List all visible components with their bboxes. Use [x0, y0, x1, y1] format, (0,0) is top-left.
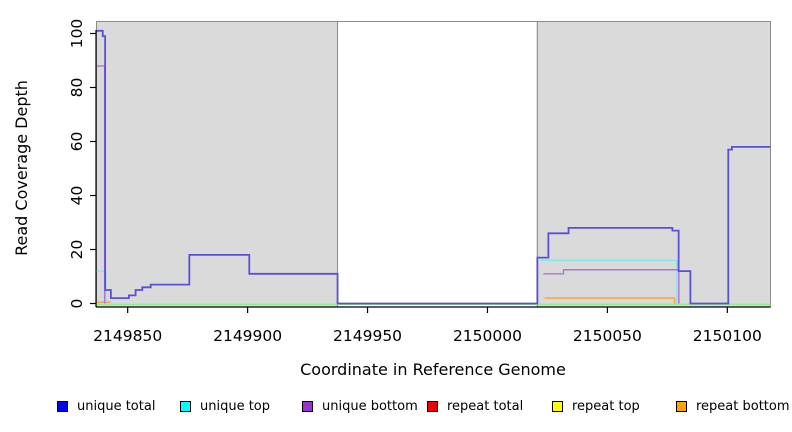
y-tick-label: 20 [68, 240, 86, 260]
legend-label-unique-top: unique top [200, 398, 271, 414]
white-gap-region [337, 21, 538, 308]
legend-swatch-repeat-top [552, 400, 563, 412]
x-tick-label: 2149850 [93, 327, 162, 345]
legend-item-unique-total: unique total [57, 398, 155, 414]
x-tick-label: 2149900 [213, 327, 282, 345]
legend-item-unique-bottom: unique bottom [302, 398, 418, 414]
y-axis-title: Read Coverage Depth [12, 80, 31, 256]
series-unique-total [96, 29, 771, 305]
legend-item-repeat-top: repeat top [552, 398, 640, 414]
y-tick-label: 100 [68, 19, 86, 49]
y-tick-label: 80 [68, 78, 86, 98]
legend-label-repeat-top: repeat top [572, 398, 640, 414]
legend-label-repeat-total: repeat total [447, 398, 524, 414]
legend-label-unique-bottom: unique bottom [322, 398, 418, 414]
legend-swatch-unique-bottom [302, 400, 313, 412]
chart-legend: unique total unique top unique bottom re… [0, 398, 792, 418]
series-repeat-bottom [96, 297, 676, 304]
shaded-region [96, 21, 339, 308]
x-tick-label: 2150000 [453, 327, 522, 345]
legend-swatch-unique-total [57, 400, 68, 412]
legend-swatch-repeat-total [427, 400, 438, 412]
shaded-region [536, 21, 771, 308]
legend-label-unique-total: unique total [77, 398, 156, 414]
legend-item-repeat-bottom: repeat bottom [676, 398, 790, 414]
x-tick-label: 2150050 [573, 327, 642, 345]
y-tick-label: 60 [68, 132, 86, 152]
x-axis-title: Coordinate in Reference Genome [300, 360, 566, 379]
legend-swatch-repeat-bottom [676, 400, 687, 412]
legend-item-unique-top: unique top [180, 398, 270, 414]
x-tick-label: 2149950 [333, 327, 402, 345]
legend-label-repeat-bottom: repeat bottom [696, 398, 790, 414]
legend-item-repeat-total: repeat total [427, 398, 523, 414]
y-tick-label: 40 [68, 186, 86, 206]
x-tick-label: 2150100 [693, 327, 762, 345]
y-tick-label: 0 [68, 299, 86, 309]
legend-swatch-unique-top [180, 400, 191, 412]
